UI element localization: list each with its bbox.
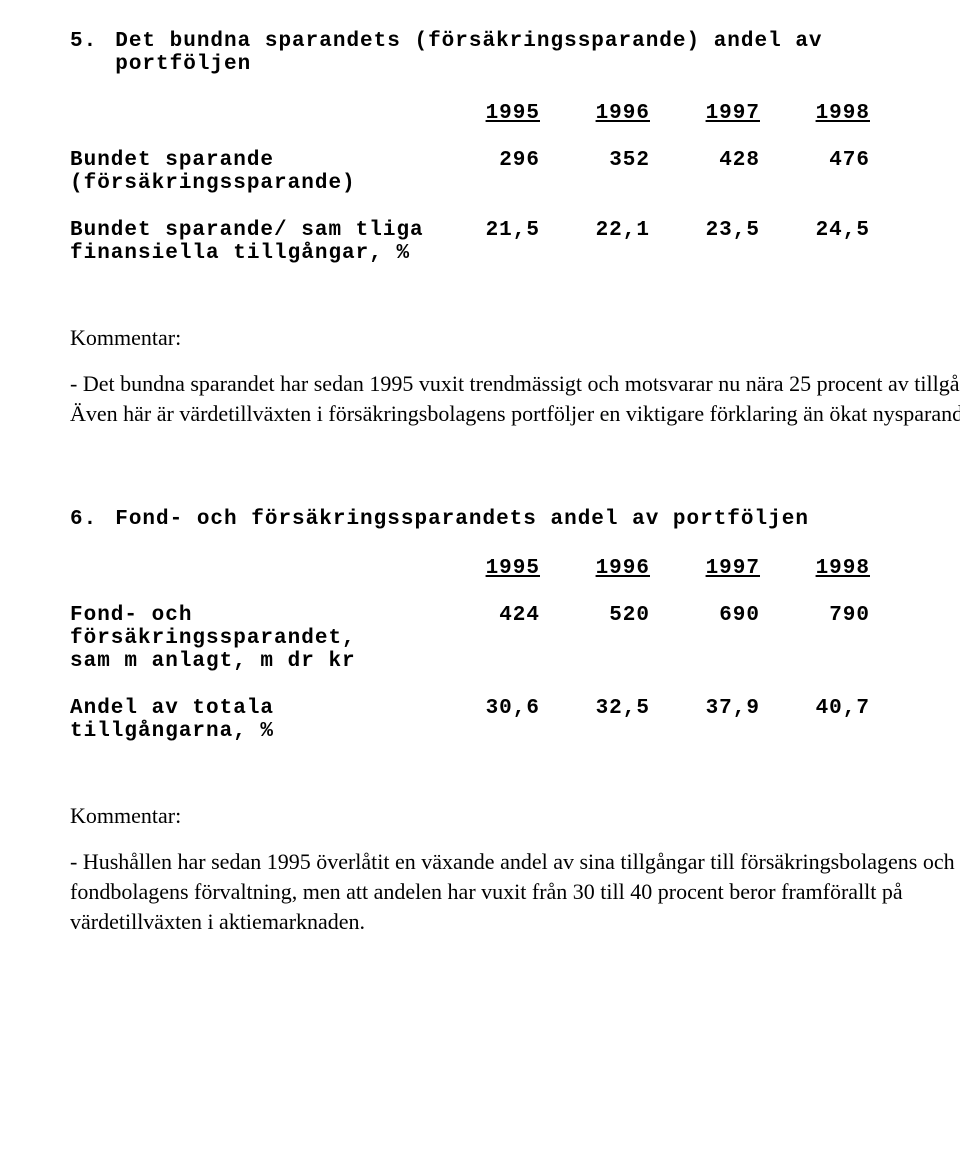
section-6-title: 6. Fond- och försäkringssparandets andel… bbox=[70, 508, 960, 531]
section-5-heading-line2: portföljen bbox=[115, 53, 960, 76]
section-6-number: 6. bbox=[70, 508, 97, 531]
sec6-row2-label: Andel av totala tillgångarna, % bbox=[70, 697, 430, 743]
sec6-row1-label: Fond- och försäkringssparandet, sam m an… bbox=[70, 604, 430, 673]
sec6-row1-v3: 690 bbox=[650, 604, 760, 627]
sec6-row-fond-sammanlagt: Fond- och försäkringssparandet, sam m an… bbox=[70, 604, 960, 673]
sec6-year-1995: 1995 bbox=[430, 557, 540, 580]
sec5-row2-v4: 24,5 bbox=[760, 219, 870, 242]
sec5-row1-values: 296 352 428 476 bbox=[430, 149, 870, 172]
sec5-row1-v1: 296 bbox=[430, 149, 540, 172]
sec6-row2-v4: 40,7 bbox=[760, 697, 870, 720]
sec6-row2-v3: 37,9 bbox=[650, 697, 760, 720]
section-5-number: 5. bbox=[70, 30, 97, 76]
section-5-year-header: 1995 1996 1997 1998 bbox=[430, 102, 960, 125]
sec6-row2-v1: 30,6 bbox=[430, 697, 540, 720]
sec6-row1-v2: 520 bbox=[540, 604, 650, 627]
year-1998: 1998 bbox=[760, 102, 870, 125]
sec5-row-bundet-samtliga: Bundet sparande/ sam tliga finansiella t… bbox=[70, 219, 960, 265]
sec5-row1-label-line2: (försäkringssparande) bbox=[70, 172, 430, 195]
sec6-row2-v2: 32,5 bbox=[540, 697, 650, 720]
section-5-heading: Det bundna sparandets (försäkringssparan… bbox=[115, 30, 960, 76]
sec5-row-bundet-sparande: Bundet sparande (försäkringssparande) 29… bbox=[70, 149, 960, 195]
sec5-row1-v4: 476 bbox=[760, 149, 870, 172]
sec5-row1-v2: 352 bbox=[540, 149, 650, 172]
sec5-row2-v1: 21,5 bbox=[430, 219, 540, 242]
sec5-row2-label-line2: finansiella tillgångar, % bbox=[70, 242, 430, 265]
kommentar-5-label: Kommentar: bbox=[70, 325, 960, 351]
sec5-row2-values: 21,5 22,1 23,5 24,5 bbox=[430, 219, 870, 242]
year-1997: 1997 bbox=[650, 102, 760, 125]
sec5-row2-v3: 23,5 bbox=[650, 219, 760, 242]
sec5-row1-label-line1: Bundet sparande bbox=[70, 149, 430, 172]
sec6-year-1998: 1998 bbox=[760, 557, 870, 580]
sec5-row1-label: Bundet sparande (försäkringssparande) bbox=[70, 149, 430, 195]
sec5-row2-label: Bundet sparande/ sam tliga finansiella t… bbox=[70, 219, 430, 265]
section-6-year-header: 1995 1996 1997 1998 bbox=[430, 557, 960, 580]
section-6-heading: Fond- och försäkringssparandets andel av… bbox=[115, 508, 960, 531]
sec6-row2-values: 30,6 32,5 37,9 40,7 bbox=[430, 697, 870, 720]
year-1996: 1996 bbox=[540, 102, 650, 125]
sec6-row1-label-line2: sam m anlagt, m dr kr bbox=[70, 650, 430, 673]
kommentar-5-body: - Det bundna sparandet har sedan 1995 vu… bbox=[70, 369, 960, 428]
sec6-row-andel-totala: Andel av totala tillgångarna, % 30,6 32,… bbox=[70, 697, 960, 743]
section-5-heading-line1: Det bundna sparandets (försäkringssparan… bbox=[115, 30, 960, 53]
sec6-row1-values: 424 520 690 790 bbox=[430, 604, 870, 627]
sec6-row1-v1: 424 bbox=[430, 604, 540, 627]
sec6-year-1997: 1997 bbox=[650, 557, 760, 580]
sec5-row1-v3: 428 bbox=[650, 149, 760, 172]
sec6-year-1996: 1996 bbox=[540, 557, 650, 580]
sec6-row1-label-line1: Fond- och försäkringssparandet, bbox=[70, 604, 430, 650]
section-5-title: 5. Det bundna sparandets (försäkringsspa… bbox=[70, 30, 960, 76]
sec5-row2-v2: 22,1 bbox=[540, 219, 650, 242]
kommentar-6-body: - Hushållen har sedan 1995 överlåtit en … bbox=[70, 847, 960, 936]
sec5-row2-label-line1: Bundet sparande/ sam tliga bbox=[70, 219, 430, 242]
kommentar-6-label: Kommentar: bbox=[70, 803, 960, 829]
sec6-row1-v4: 790 bbox=[760, 604, 870, 627]
year-1995: 1995 bbox=[430, 102, 540, 125]
